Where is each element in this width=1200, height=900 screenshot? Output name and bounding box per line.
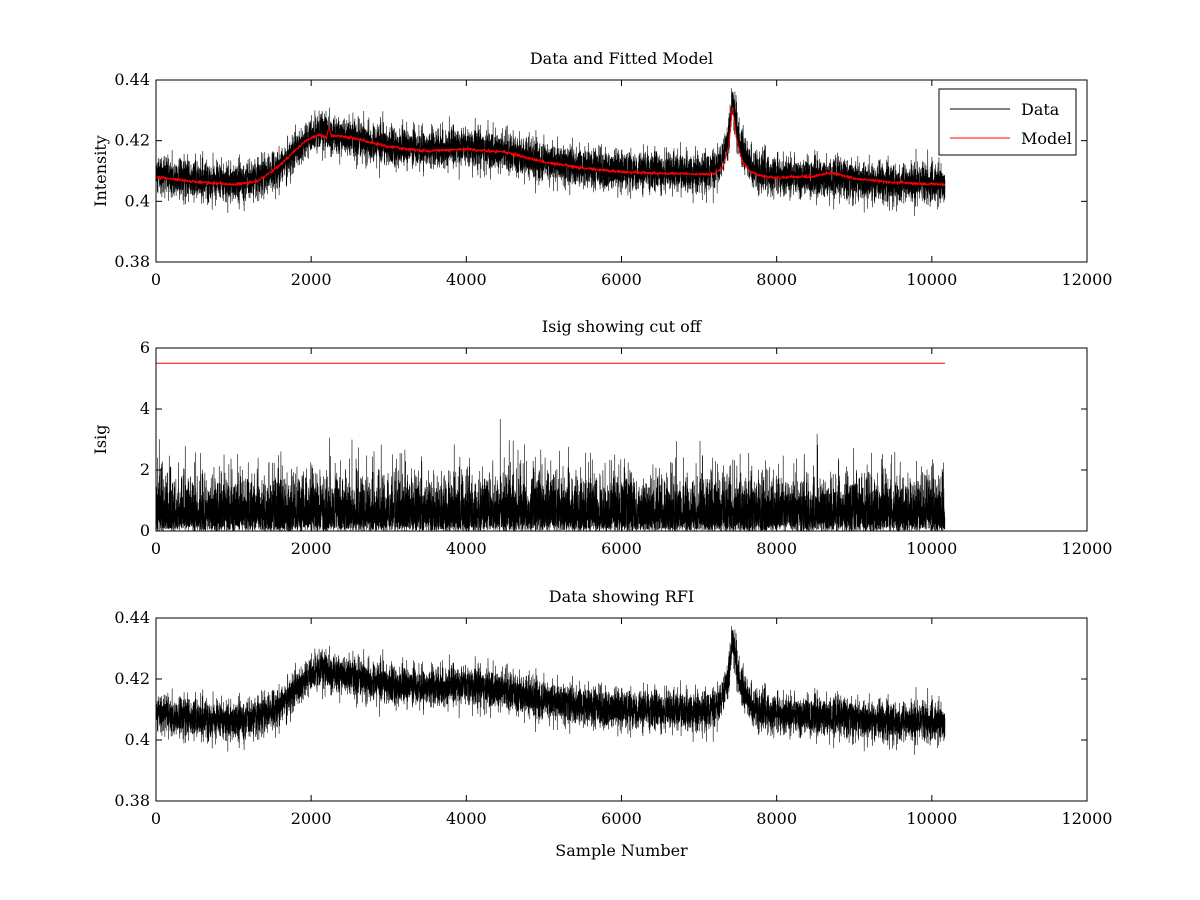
x-tick-label: 10000 (906, 539, 957, 558)
y-tick-label: 4 (140, 399, 150, 418)
y-tick-label: 0.42 (114, 131, 150, 150)
subplot-title: Data showing RFI (549, 587, 694, 606)
x-tick-label: 2000 (291, 270, 332, 289)
legend-label-model: Model (1021, 129, 1072, 148)
subplot-title: Data and Fitted Model (530, 49, 713, 68)
x-tick-label: 8000 (756, 809, 797, 828)
y-axis-label: Intensity (91, 135, 110, 207)
legend-label-data: Data (1021, 100, 1060, 119)
x-tick-label: 8000 (756, 539, 797, 558)
x-tick-label: 10000 (906, 809, 957, 828)
y-tick-label: 0.44 (114, 608, 150, 627)
x-tick-label: 0 (151, 539, 161, 558)
x-tick-label: 12000 (1062, 809, 1113, 828)
y-tick-label: 6 (140, 338, 150, 357)
series-model-line (156, 106, 946, 187)
plot-area (156, 626, 946, 755)
y-tick-label: 0.38 (114, 791, 150, 810)
subplot-1: 0 2000 4000 6000 8000 10000 12000 0.38 0.4 0.42 0.… (91, 49, 1112, 289)
legend: Data Model (938, 88, 1077, 156)
x-tick-label: 0 (151, 809, 161, 828)
x-tick-label: 0 (151, 270, 161, 289)
x-tick-label: 12000 (1062, 270, 1113, 289)
subplot-3: 0 2000 4000 6000 8000 10000 12000 0.38 0.4 0.42 0.… (114, 587, 1112, 860)
x-tick-label: 4000 (446, 809, 487, 828)
x-tick-label: 6000 (601, 539, 642, 558)
series-line (156, 418, 946, 531)
subplot-2: 0 2000 4000 6000 8000 10000 12000 0 2 4 6 Isig show… (91, 317, 1112, 558)
y-tick-label: 0.4 (125, 191, 150, 210)
x-tick-label: 6000 (601, 809, 642, 828)
series-line (156, 626, 946, 755)
x-axis-label: Sample Number (555, 841, 688, 860)
y-tick-label: 0.42 (114, 669, 150, 688)
legend-box (938, 88, 1077, 156)
x-tick-label: 12000 (1062, 539, 1113, 558)
subplot-title: Isig showing cut off (542, 317, 703, 336)
plot-area (156, 88, 946, 217)
y-tick-label: 0.38 (114, 252, 150, 271)
y-tick-label: 0.4 (125, 730, 150, 749)
x-tick-label: 2000 (291, 809, 332, 828)
y-tick-label: 2 (140, 460, 150, 479)
series-data-line (156, 88, 946, 217)
y-axis-label: Isig (91, 425, 110, 455)
y-tick-label: 0.44 (114, 70, 150, 89)
x-tick-label: 4000 (446, 270, 487, 289)
x-tick-label: 2000 (291, 539, 332, 558)
x-tick-label: 8000 (756, 270, 797, 289)
x-tick-label: 6000 (601, 270, 642, 289)
x-tick-label: 4000 (446, 539, 487, 558)
y-tick-label: 0 (140, 521, 150, 540)
plot-area (156, 362, 946, 531)
x-tick-label: 10000 (906, 270, 957, 289)
